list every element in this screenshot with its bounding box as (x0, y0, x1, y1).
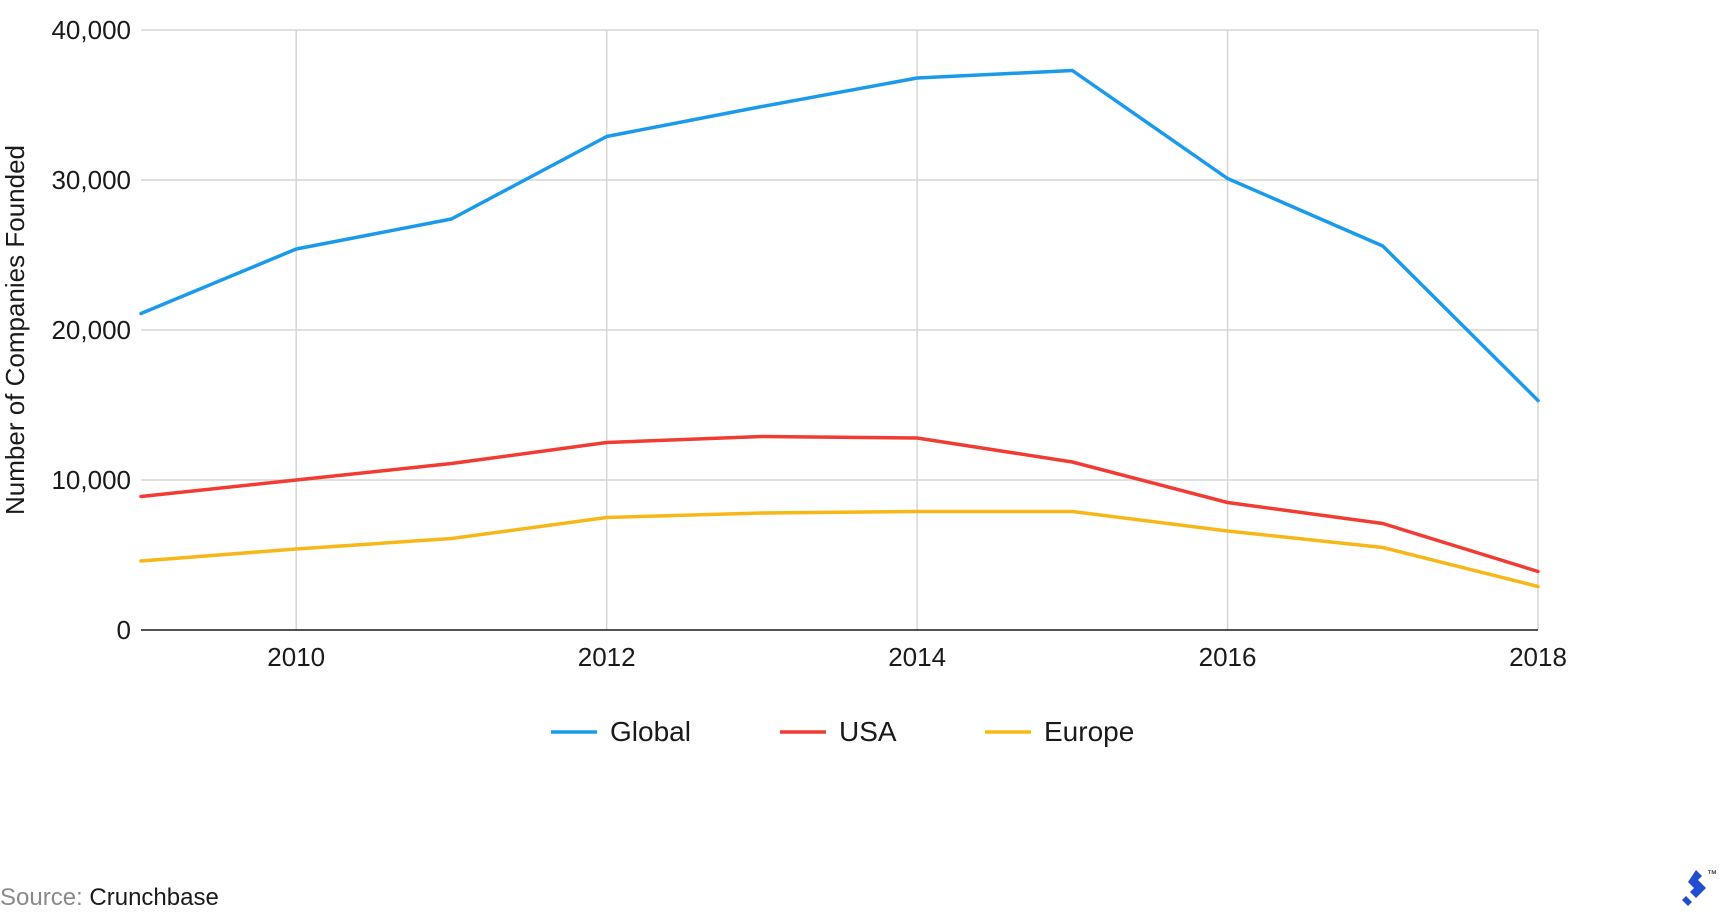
series-lines (139, 68, 1540, 589)
y-tick-label: 30,000 (51, 165, 131, 195)
grid (141, 29, 1539, 630)
series-line-usa (139, 434, 1540, 574)
toptal-logo-icon: ™ (1682, 869, 1717, 906)
source-note: Source: Crunchbase (0, 884, 219, 912)
legend-label-global: Global (610, 716, 691, 747)
y-tick-label: 10,000 (51, 465, 131, 495)
x-tick-label: 2010 (267, 642, 325, 672)
legend-label-europe: Europe (1044, 716, 1134, 747)
y-tick-label: 0 (117, 615, 131, 645)
x-tick-label: 2016 (1199, 642, 1257, 672)
trademark-symbol: ™ (1707, 869, 1717, 880)
x-tick-label: 2018 (1509, 642, 1567, 672)
x-tick-label: 2014 (888, 642, 946, 672)
legend: Global USA Europe (551, 716, 1134, 747)
series-line-global (139, 68, 1540, 403)
tick-labels: 0 10,000 20,000 30,000 40,000 2010 2012 2014 201… (51, 15, 1566, 672)
x-tick-label: 2012 (578, 642, 636, 672)
series-line-europe (139, 509, 1540, 589)
y-tick-label: 40,000 (51, 15, 131, 45)
source-prefix: Source: (0, 884, 83, 911)
y-tick-label: 20,000 (51, 315, 131, 345)
legend-label-usa: USA (839, 716, 897, 747)
y-axis-title: Number of Companies Founded (0, 145, 30, 515)
source-name: Crunchbase (89, 884, 219, 911)
